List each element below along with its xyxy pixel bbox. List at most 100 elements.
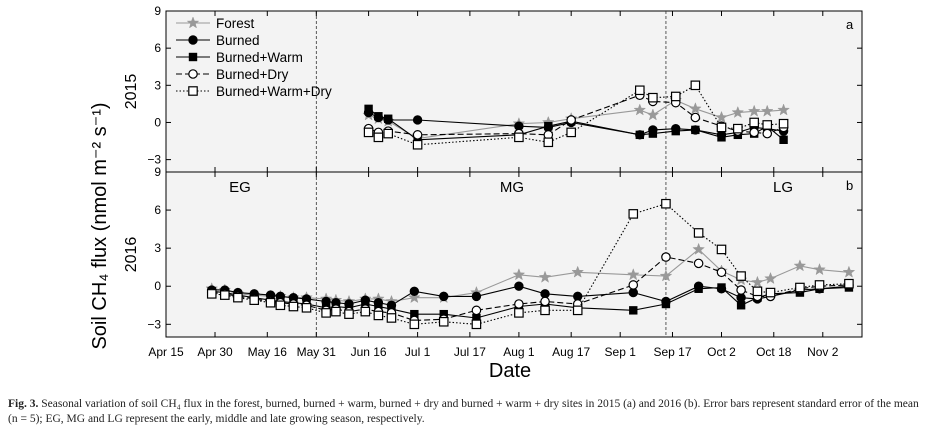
data-point: [220, 290, 230, 300]
x-tick-label: Apr 30: [197, 345, 233, 359]
data-point: [752, 286, 763, 297]
y-tick-label: −3: [147, 317, 161, 331]
data-point: [661, 198, 671, 209]
data-point: [688, 102, 702, 115]
legend-marker: [188, 69, 198, 79]
data-point: [233, 292, 243, 303]
data-point: [777, 103, 791, 116]
data-point: [544, 121, 553, 131]
panel-id: a: [846, 17, 854, 32]
x-tick-label: May 31: [297, 345, 337, 359]
data-point: [363, 127, 374, 138]
legend-marker: [188, 52, 198, 62]
data-point: [514, 132, 524, 143]
data-point: [374, 112, 383, 121]
x-tick-label: May 16: [248, 345, 288, 359]
legend-label: Burned+Warm: [216, 50, 303, 65]
panel-id: b: [846, 178, 853, 193]
data-point: [690, 80, 701, 91]
data-point: [301, 303, 312, 313]
data-point: [538, 270, 552, 283]
data-point: [779, 135, 788, 144]
data-point: [635, 130, 645, 140]
panel-a: −3 0 3 6 9 2015 a: [123, 4, 863, 173]
x-tick-label: Jun 16: [351, 345, 387, 359]
x-tick-label: Oct 18: [756, 345, 792, 359]
data-point: [749, 127, 759, 138]
data-point: [690, 112, 701, 123]
data-point: [288, 301, 299, 312]
data-point: [778, 118, 789, 129]
data-point: [275, 300, 286, 311]
data-point: [762, 120, 773, 130]
data-point: [646, 108, 660, 121]
series-line: [368, 112, 784, 136]
data-point: [736, 301, 746, 310]
data-point: [439, 309, 448, 319]
data-point: [844, 278, 854, 289]
panel-b: −3 0 3 6 9 2016 b EG MG LG: [123, 165, 863, 338]
data-point: [512, 268, 526, 281]
data-point: [765, 287, 776, 298]
data-point: [383, 128, 393, 139]
x-tick-label: Apr 15: [148, 345, 184, 359]
data-point: [409, 286, 420, 297]
figure-caption: Fig. 3. Seasonal variation of soil CH₄ f…: [8, 397, 928, 427]
data-point: [344, 309, 354, 319]
data-point: [717, 283, 726, 292]
plot-area: [165, 10, 863, 173]
x-axis: Apr 15 Apr 30 May 16 May 31 Jun 16 Jul 1 Jul 1…: [148, 345, 838, 359]
data-point: [364, 104, 373, 114]
x-tick-label: Aug 1: [503, 345, 535, 359]
data-point: [751, 275, 764, 288]
legend-marker: [186, 16, 200, 29]
series-burned-warm-dry: [363, 80, 789, 150]
data-point: [373, 310, 384, 321]
data-point: [747, 104, 761, 117]
season-label: LG: [773, 179, 793, 196]
data-point: [543, 137, 554, 148]
y-tick-label: 0: [154, 279, 161, 293]
data-point: [749, 117, 759, 128]
y-tick-label: 0: [154, 115, 161, 129]
series-burned-warm-dry: [206, 198, 854, 330]
y-axis-label: Soil CH₄ flux (nmol m⁻² s⁻¹): [89, 102, 111, 349]
data-point: [412, 130, 423, 140]
x-tick-label: Aug 17: [552, 345, 590, 359]
data-point: [438, 316, 449, 327]
y-tick-label: 6: [154, 41, 161, 55]
data-point: [628, 209, 639, 219]
data-point: [764, 271, 777, 285]
caption-label: Fig. 3.: [8, 398, 39, 410]
data-point: [572, 305, 583, 316]
legend-item: Forest: [176, 16, 255, 31]
data-point: [360, 306, 371, 317]
plot-area: [165, 171, 863, 338]
x-tick-label: Sep 17: [653, 345, 691, 359]
data-point: [439, 291, 449, 302]
legend-item: Burned: [176, 33, 260, 48]
season-label: MG: [500, 179, 524, 196]
series-line: [211, 203, 849, 325]
legend-label: Burned: [216, 33, 260, 48]
data-point: [842, 265, 856, 278]
data-point: [206, 289, 217, 299]
data-point: [736, 285, 746, 295]
legend-label: Burned+Dry: [216, 67, 289, 82]
data-point: [760, 104, 774, 117]
legend-marker: [188, 86, 198, 96]
data-point: [540, 296, 550, 307]
y-tick-label: 3: [154, 78, 161, 92]
data-point: [716, 267, 727, 278]
y-tick-label: −3: [147, 153, 161, 167]
y-tick-label: 6: [154, 203, 161, 217]
data-point: [383, 114, 393, 123]
data-point: [736, 271, 746, 281]
data-point: [412, 139, 423, 150]
caption-text: Seasonal variation of soil CH₄ flux in t…: [8, 398, 919, 425]
data-point: [628, 280, 639, 290]
data-point: [731, 105, 745, 118]
data-point: [410, 309, 419, 319]
data-point: [413, 135, 422, 144]
panel-year-label: 2016: [123, 237, 140, 273]
